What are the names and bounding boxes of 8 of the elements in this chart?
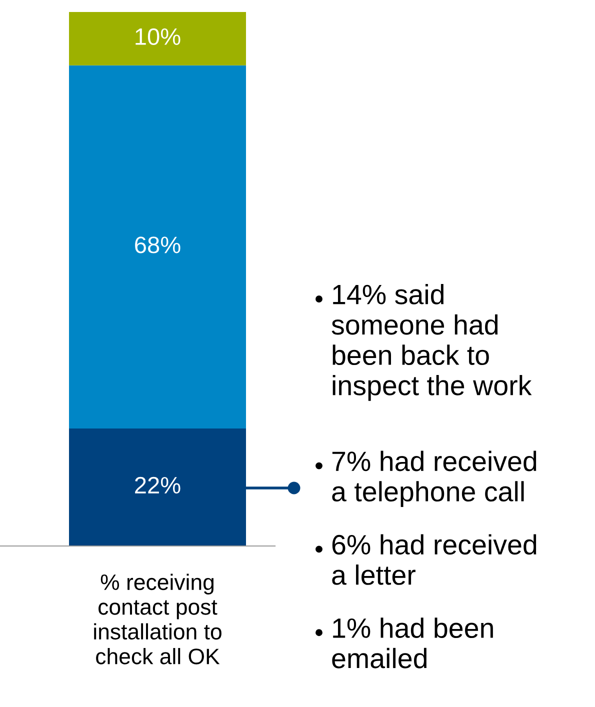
text: 7% had received a telephone call <box>332 450 536 508</box>
text: 1% had been emailed <box>332 618 493 668</box>
data-label: 68% <box>135 236 180 254</box>
data-label: 22% <box>135 476 180 494</box>
text: 6% had received a letter <box>332 534 536 585</box>
data-label: 10% <box>136 28 180 46</box>
x-tick-label: % receiving contact post installation to check all OK <box>94 574 222 664</box>
text: 14% said someone had been back to inspect the work <box>332 284 532 401</box>
